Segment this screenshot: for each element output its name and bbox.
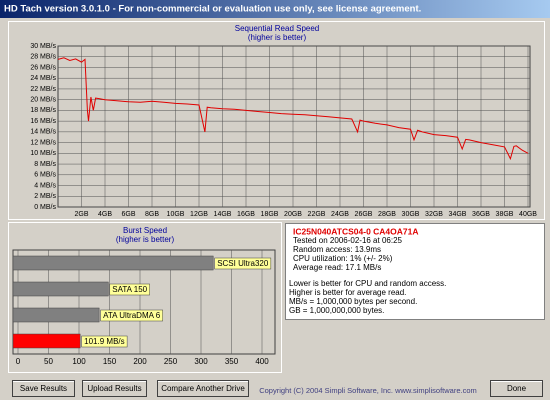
info-line: Random access: 13.9ms xyxy=(293,245,381,254)
drive-name: IC25N040ATCS04-0 CA4OA71A xyxy=(293,226,419,236)
x-tick-label: 200 xyxy=(133,357,147,366)
x-tick-label: 38GB xyxy=(496,211,514,218)
y-tick-label: 8 MB/s xyxy=(34,161,56,168)
button-face xyxy=(12,380,75,397)
bar-label: SCSI Ultra320 xyxy=(214,257,272,270)
x-tick-label: 150 xyxy=(103,357,117,366)
x-tick-label: 28GB xyxy=(378,211,396,218)
chart-title: Sequential Read Speed xyxy=(235,24,320,33)
bar-label-text: ATA UltraDMA 6 xyxy=(103,311,161,320)
button-face xyxy=(82,380,147,397)
x-tick-label: 14GB xyxy=(214,211,232,218)
plot-area xyxy=(57,45,531,208)
x-tick-label: 30GB xyxy=(402,211,420,218)
x-tick-label: 2GB xyxy=(74,211,88,218)
x-tick-label: 18GB xyxy=(261,211,279,218)
x-tick-label: 24GB xyxy=(331,211,349,218)
bar-label-box xyxy=(81,335,128,348)
x-tick-label: 10GB xyxy=(167,211,185,218)
footer: Copyright (C) 2004 Simpli Software, Inc.… xyxy=(259,386,477,395)
x-tick-label: 50 xyxy=(44,357,53,366)
bar-label: 101.9 MB/s xyxy=(81,335,128,348)
info-line: Average read: 17.1 MB/s xyxy=(293,263,381,272)
x-tick-label: 26GB xyxy=(355,211,373,218)
bar-label-text: 101.9 MB/s xyxy=(84,337,124,346)
button[interactable]: Upload Results xyxy=(82,380,147,397)
y-tick-label: 2 MB/s xyxy=(34,193,56,200)
y-tick-label: 26 MB/s xyxy=(30,64,56,71)
read-line xyxy=(57,57,529,161)
x-tick-label: 350 xyxy=(225,357,239,366)
x-tick-label: 250 xyxy=(164,357,178,366)
x-tick-label: 400 xyxy=(255,357,269,366)
window-title: HD Tach version 3.0.1.0 - For non-commer… xyxy=(4,4,421,15)
x-tick-label: 40GB xyxy=(519,211,537,218)
y-tick-label: 0 MB/s xyxy=(34,204,56,211)
x-tick-label: 34GB xyxy=(449,211,467,218)
button[interactable]: Done xyxy=(490,380,543,397)
bar-label-box xyxy=(214,257,272,270)
x-tick-label: 0 xyxy=(16,357,21,366)
chart-title: Burst Speed xyxy=(123,226,167,235)
button-face xyxy=(490,380,543,397)
button-label: Upload Results xyxy=(87,384,141,393)
y-tick-label: 6 MB/s xyxy=(34,172,56,179)
y-tick-label: 4 MB/s xyxy=(34,182,56,189)
bar-label-text: SCSI Ultra320 xyxy=(217,259,269,268)
x-tick-label: 16GB xyxy=(237,211,255,218)
x-tick-label: 32GB xyxy=(425,211,443,218)
info-note: Lower is better for CPU and random acces… xyxy=(289,279,446,288)
button[interactable]: Save Results xyxy=(12,380,75,397)
chart-subtitle: (higher is better) xyxy=(116,235,175,244)
y-tick-label: 12 MB/s xyxy=(30,139,56,146)
button-label: Done xyxy=(507,384,527,393)
y-tick-label: 14 MB/s xyxy=(30,129,56,136)
button-label: Save Results xyxy=(20,384,67,393)
x-tick-label: 100 xyxy=(72,357,86,366)
bar xyxy=(12,255,214,271)
bar xyxy=(12,333,81,349)
bar xyxy=(12,307,100,323)
x-tick-label: 8GB xyxy=(145,211,159,218)
y-tick-label: 28 MB/s xyxy=(30,54,56,61)
y-tick-label: 20 MB/s xyxy=(30,97,56,104)
y-tick-label: 10 MB/s xyxy=(30,150,56,157)
bar-label-text: SATA 150 xyxy=(112,285,147,294)
x-tick-label: 4GB xyxy=(98,211,112,218)
button[interactable]: Compare Another Drive xyxy=(157,380,249,397)
y-tick-label: 18 MB/s xyxy=(30,107,56,114)
info-note: MB/s = 1,000,000 bytes per second. xyxy=(289,297,417,306)
info-panel xyxy=(285,223,545,320)
info-note: Higher is better for average read. xyxy=(289,288,406,297)
x-tick-label: 12GB xyxy=(190,211,208,218)
bar-label-box xyxy=(109,283,150,296)
y-tick-label: 24 MB/s xyxy=(30,75,56,82)
button-face xyxy=(157,380,249,397)
y-tick-label: 16 MB/s xyxy=(30,118,56,125)
y-tick-label: 22 MB/s xyxy=(30,86,56,93)
bar-label: SATA 150 xyxy=(109,283,150,296)
x-tick-label: 22GB xyxy=(308,211,326,218)
chart-subtitle: (higher is better) xyxy=(248,33,307,42)
bar xyxy=(12,281,109,297)
title-bar xyxy=(0,0,550,18)
button-label: Compare Another Drive xyxy=(161,384,245,393)
x-tick-label: 300 xyxy=(194,357,208,366)
bar-label-box xyxy=(100,309,163,322)
info-line: CPU utilization: 1% (+/- 2%) xyxy=(293,254,393,263)
x-tick-label: 36GB xyxy=(472,211,490,218)
x-tick-label: 6GB xyxy=(121,211,135,218)
bar-label: ATA UltraDMA 6 xyxy=(100,309,163,322)
info-note: GB = 1,000,000,000 bytes. xyxy=(289,306,384,315)
x-tick-label: 20GB xyxy=(284,211,302,218)
info-line: Tested on 2006-02-16 at 06:25 xyxy=(293,236,403,245)
y-tick-label: 30 MB/s xyxy=(30,43,56,50)
